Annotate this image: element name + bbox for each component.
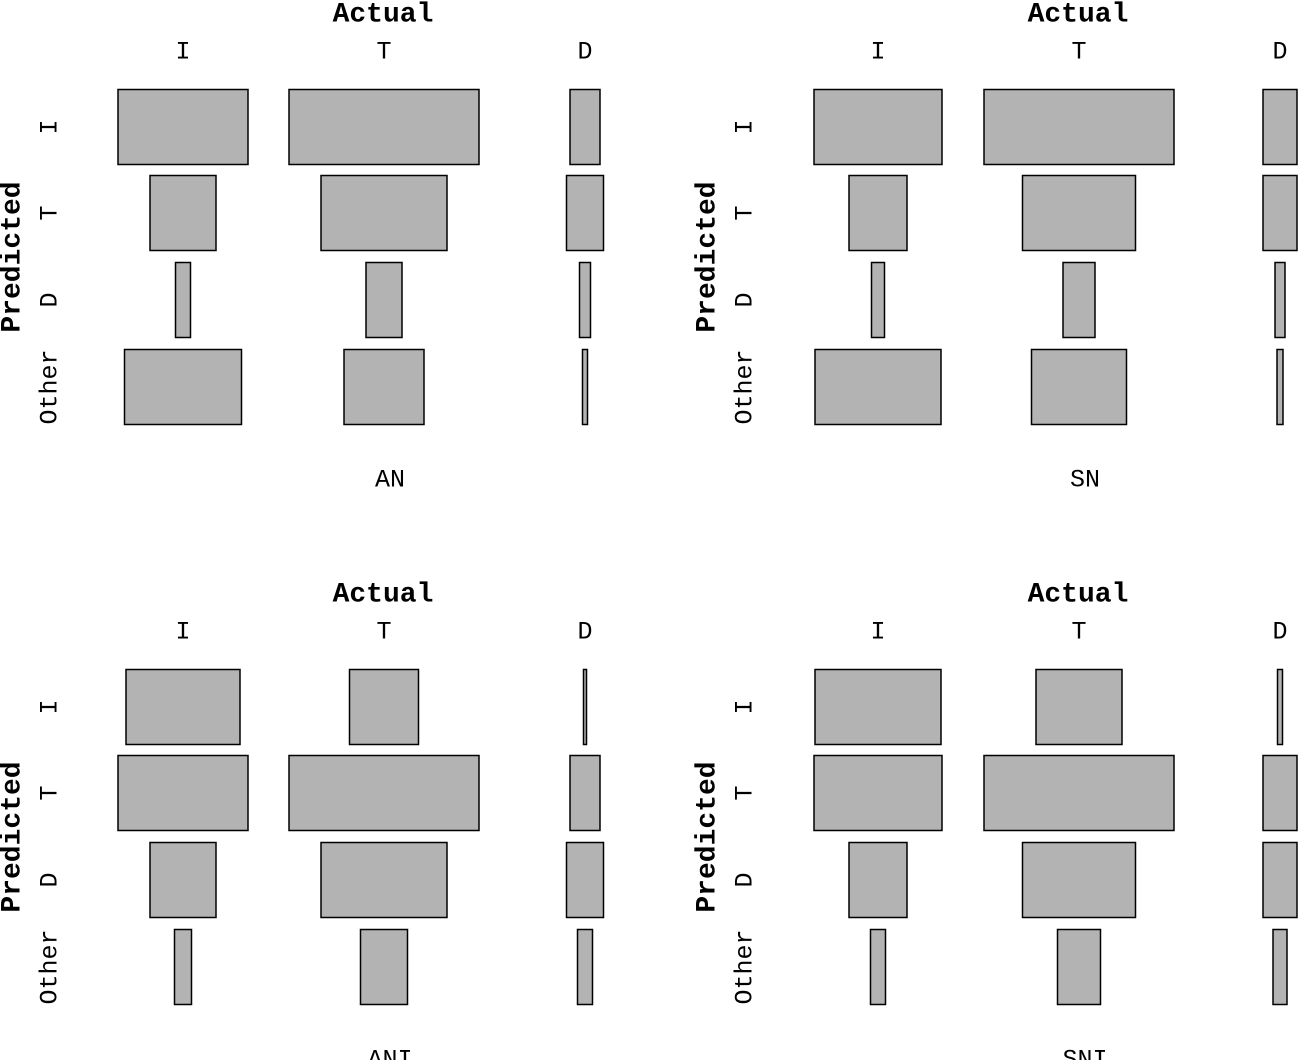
cell-box <box>320 841 448 919</box>
row-label: Other <box>731 929 760 1004</box>
cell-box <box>813 754 943 832</box>
cell-box <box>320 174 448 252</box>
y-axis-label: Predicted <box>692 181 723 332</box>
row-label: D <box>731 292 760 307</box>
cell-box <box>288 88 480 166</box>
cell-box <box>578 261 592 339</box>
row-label: Other <box>36 929 65 1004</box>
cell-box <box>1276 668 1284 746</box>
row-label: Other <box>36 349 65 424</box>
row-label: D <box>36 292 65 307</box>
column-label: D <box>1272 38 1287 67</box>
cell-box <box>117 88 249 166</box>
cell-box <box>581 348 589 426</box>
row-label: I <box>731 699 760 714</box>
column-label: I <box>870 618 885 647</box>
panel-title: Actual <box>333 0 434 30</box>
cell-box <box>569 754 601 832</box>
cell-box <box>123 348 243 426</box>
cell-box <box>359 928 409 1006</box>
cell-box <box>1062 261 1096 339</box>
row-label: I <box>36 119 65 134</box>
row-label: D <box>731 872 760 887</box>
row-label: I <box>36 699 65 714</box>
cell-box <box>1274 261 1286 339</box>
caption: SNI <box>1062 1046 1107 1060</box>
cell-box <box>870 261 886 339</box>
cell-box <box>117 754 249 832</box>
cell-box <box>125 668 241 746</box>
cell-box <box>288 754 480 832</box>
row-label: D <box>36 872 65 887</box>
cell-box <box>348 668 420 746</box>
column-label: T <box>376 618 391 647</box>
column-label: T <box>1071 38 1086 67</box>
y-axis-label: Predicted <box>692 761 723 912</box>
panel-title: Actual <box>333 579 434 610</box>
row-label: T <box>36 785 65 800</box>
panel-title: Actual <box>1028 0 1129 30</box>
row-label: I <box>731 119 760 134</box>
caption: AN <box>375 466 405 495</box>
y-axis-label: Predicted <box>0 181 28 332</box>
cell-box <box>569 88 601 166</box>
panel-title: Actual <box>1028 579 1129 610</box>
row-label: T <box>36 205 65 220</box>
cell-box <box>848 841 908 919</box>
cell-box <box>1035 668 1123 746</box>
caption: SN <box>1070 466 1100 495</box>
column-label: I <box>175 38 190 67</box>
cell-box <box>1262 841 1298 919</box>
cell-box <box>565 841 605 919</box>
cell-box <box>174 261 192 339</box>
cell-box <box>848 174 908 252</box>
cell-box <box>1276 348 1284 426</box>
column-label: D <box>577 38 592 67</box>
cell-box <box>149 174 217 252</box>
cell-box <box>365 261 403 339</box>
cell-box <box>983 88 1175 166</box>
cell-box <box>813 88 943 166</box>
cell-box <box>576 928 594 1006</box>
cell-box <box>173 928 193 1006</box>
cell-box <box>1262 754 1298 832</box>
cell-box <box>1056 928 1102 1006</box>
caption: ANI <box>367 1046 412 1060</box>
column-label: T <box>376 38 391 67</box>
row-label: T <box>731 785 760 800</box>
column-label: I <box>870 38 885 67</box>
cell-box <box>1262 174 1298 252</box>
cell-box <box>582 668 588 746</box>
row-label: Other <box>731 349 760 424</box>
cell-box <box>983 754 1175 832</box>
cell-box <box>814 348 942 426</box>
cell-box <box>1021 174 1137 252</box>
cell-box <box>1262 88 1298 166</box>
y-axis-label: Predicted <box>0 761 28 912</box>
column-label: T <box>1071 618 1086 647</box>
cell-box <box>1021 841 1137 919</box>
cell-box <box>869 928 887 1006</box>
column-label: D <box>1272 618 1287 647</box>
cell-box <box>1272 928 1288 1006</box>
cell-box <box>814 668 942 746</box>
cell-box <box>565 174 605 252</box>
row-label: T <box>731 205 760 220</box>
column-label: D <box>577 618 592 647</box>
cell-box <box>343 348 425 426</box>
cell-box <box>1030 348 1128 426</box>
column-label: I <box>175 618 190 647</box>
cell-box <box>149 841 217 919</box>
